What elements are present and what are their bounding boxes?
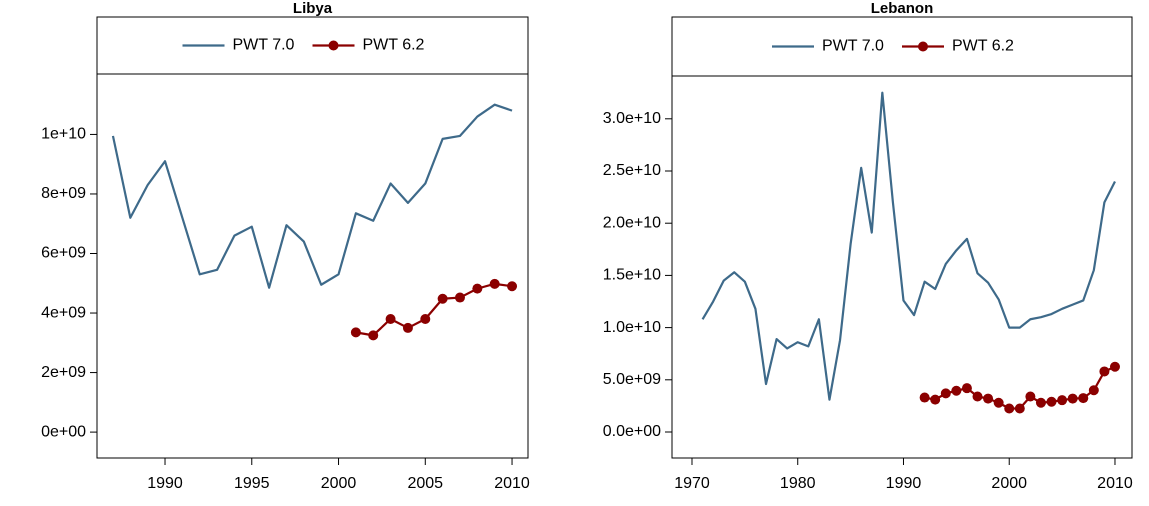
plot-frame [671,16,1133,459]
series-point [1067,393,1078,404]
series-line [355,282,513,337]
y-tick-label: 3.0e+10 [603,110,661,127]
x-tick-label: 2005 [407,475,443,492]
series-point [951,385,962,396]
series-point [489,278,500,289]
series-point [368,330,379,341]
series-point [940,388,951,399]
x-tick-label: 1990 [886,475,922,492]
legend-point [918,41,928,52]
y-tick-label: 2e+09 [41,364,86,381]
x-tick-label: 2010 [494,475,530,492]
legend-label: PWT 7.0 [233,37,295,54]
series-point [507,281,518,292]
x-tick-label: 1980 [780,475,816,492]
series-point [1014,403,1025,414]
x-tick-label: 2010 [1097,475,1133,492]
series-point [1099,366,1110,377]
series-line [701,91,1116,401]
series-point [437,293,448,304]
series-point [385,313,396,324]
series-line [111,103,513,289]
series-point [961,383,972,394]
x-tick-label: 1970 [674,475,710,492]
x-tick-label: 1990 [147,475,183,492]
series-point [983,393,994,404]
legend-point [328,40,339,51]
y-tick-label: 4e+09 [41,304,86,321]
x-tick-label: 2000 [991,475,1027,492]
y-tick-label: 2.0e+10 [603,214,661,231]
series-point [420,313,431,324]
series-point [1078,393,1089,404]
series-point [1035,397,1046,408]
series-point [454,292,465,303]
series-point [1025,391,1036,402]
legend-label: PWT 7.0 [822,38,884,55]
series-point [1109,361,1120,372]
series-point [472,283,483,294]
series-point [1057,395,1068,406]
series-point [972,391,983,402]
plot-frame [96,16,529,459]
x-tick-label: 1995 [234,475,270,492]
series-point [1088,385,1099,396]
legend-label: PWT 6.2 [363,37,425,54]
series-point [402,322,413,333]
y-tick-label: 0.0e+00 [603,423,661,440]
series-point [919,392,930,403]
legend-label: PWT 6.2 [952,38,1014,55]
y-tick-label: 6e+09 [41,245,86,262]
y-tick-label: 1.0e+10 [603,319,661,336]
y-tick-label: 8e+09 [41,185,86,202]
series-point [930,394,941,405]
y-tick-label: 1.5e+10 [603,267,661,284]
chart-title: Libya [293,0,333,17]
chart-title: Lebanon [871,0,934,17]
y-tick-label: 2.5e+10 [603,162,661,179]
series-point [350,327,361,338]
y-tick-label: 0e+00 [41,423,86,440]
x-tick-label: 2000 [321,475,357,492]
series-point [1046,396,1057,407]
series-point [1004,403,1015,414]
y-tick-label: 5.0e+09 [603,371,661,388]
y-tick-label: 1e+10 [41,126,86,143]
series-point [993,397,1004,408]
